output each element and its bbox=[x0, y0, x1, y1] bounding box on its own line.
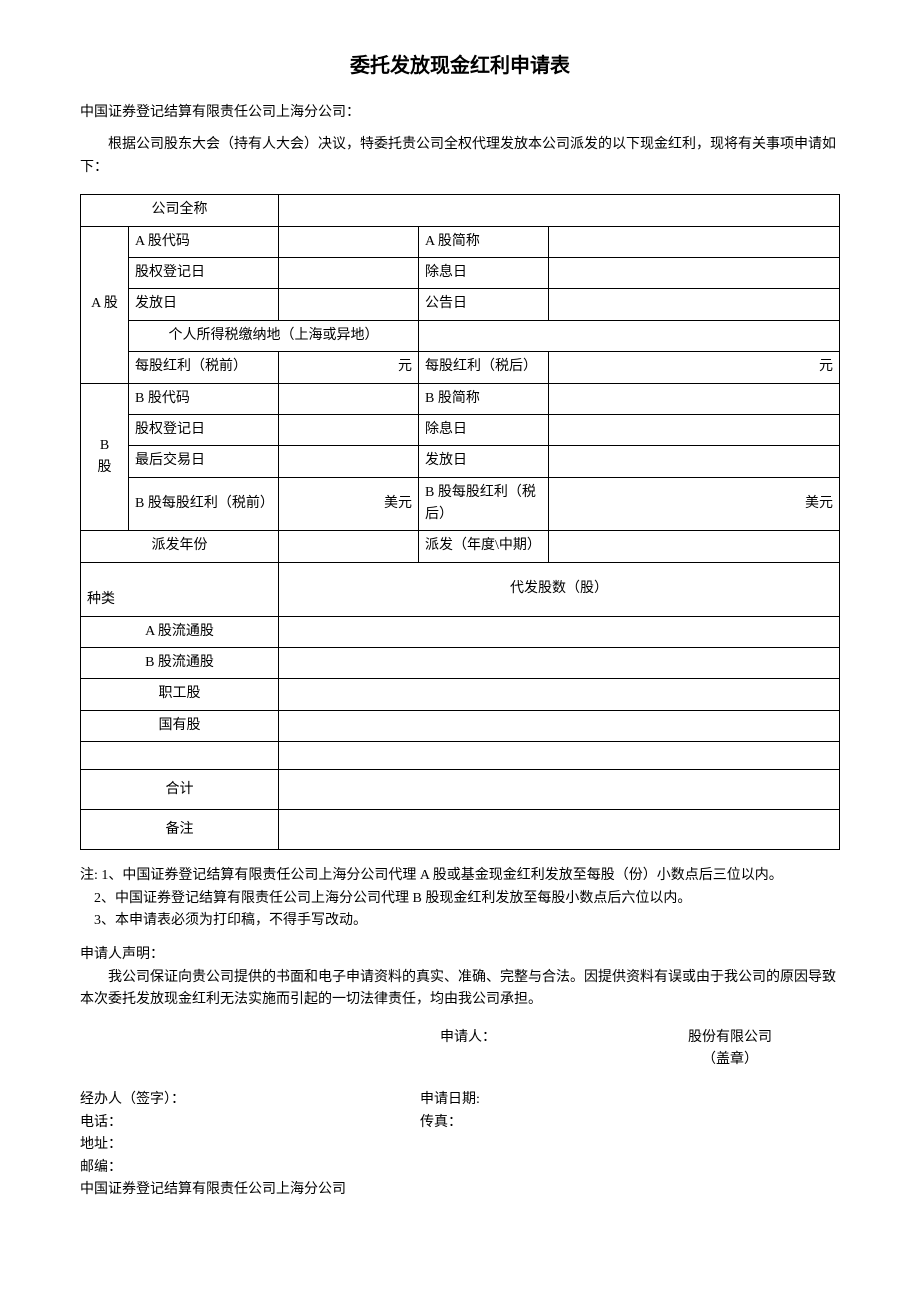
declaration-body: 我公司保证向贵公司提供的书面和电子申请资料的真实、准确、完整与合法。因提供资料有… bbox=[80, 967, 840, 1012]
company-name-value bbox=[279, 195, 840, 226]
row-total-label: 合计 bbox=[81, 770, 279, 810]
intro-paragraph: 根据公司股东大会（持有人大会）决议，特委托贵公司全权代理发放本公司派发的以下现金… bbox=[80, 134, 840, 179]
tax-loc-label: 个人所得税缴纳地（上海或异地） bbox=[129, 320, 419, 351]
row-staff-label: 职工股 bbox=[81, 679, 279, 710]
dist-period-label: 派发（年度\中期） bbox=[419, 531, 549, 562]
row-state-value bbox=[279, 710, 840, 741]
fax-label: 传真： bbox=[420, 1112, 840, 1134]
tax-loc-value bbox=[419, 320, 840, 351]
signature-row: 申请人： 股份有限公司 （盖章） bbox=[80, 1027, 840, 1072]
b-short-value bbox=[549, 383, 840, 414]
b-reg-date-label: 股权登记日 bbox=[129, 414, 279, 445]
address-label: 地址： bbox=[80, 1134, 420, 1156]
addressee: 中国证券登记结算有限责任公司上海分公司： bbox=[80, 102, 840, 124]
postcode-label: 邮编： bbox=[80, 1157, 420, 1179]
b-ex-date-label: 除息日 bbox=[419, 414, 549, 445]
note-1: 注: 1、中国证券登记结算有限责任公司上海分公司代理 A 股或基金现金红利发放至… bbox=[80, 865, 840, 887]
apply-date-label: 申请日期: bbox=[420, 1089, 840, 1111]
a-div-post-label: 每股红利（税后） bbox=[419, 352, 549, 383]
note-2: 2、中国证券登记结算有限责任公司上海分公司代理 B 股现金红利发放至每股小数点后… bbox=[80, 888, 840, 910]
a-announce-date-value bbox=[549, 289, 840, 320]
shares-header: 代发股数（股） bbox=[279, 562, 840, 616]
b-div-pre-unit: 美元 bbox=[279, 477, 419, 531]
a-reg-date-label: 股权登记日 bbox=[129, 257, 279, 288]
a-div-pre-label: 每股红利（税前） bbox=[129, 352, 279, 383]
a-ex-date-label: 除息日 bbox=[419, 257, 549, 288]
a-code-label: A 股代码 bbox=[129, 226, 279, 257]
phone-label: 电话： bbox=[80, 1112, 420, 1134]
b-last-trade-label: 最后交易日 bbox=[129, 446, 279, 477]
row-b-circ-value bbox=[279, 648, 840, 679]
a-pay-date-label: 发放日 bbox=[129, 289, 279, 320]
b-div-pre-label: B 股每股红利（税前） bbox=[129, 477, 279, 531]
a-div-pre-unit: 元 bbox=[279, 352, 419, 383]
b-pay-date-label: 发放日 bbox=[419, 446, 549, 477]
row-a-circ-label: A 股流通股 bbox=[81, 616, 279, 647]
row-total-value bbox=[279, 770, 840, 810]
b-code-label: B 股代码 bbox=[129, 383, 279, 414]
dist-year-value bbox=[279, 531, 419, 562]
a-short-label: A 股简称 bbox=[419, 226, 549, 257]
b-div-post-unit: 美元 bbox=[549, 477, 840, 531]
b-section-label: B 股 bbox=[81, 383, 129, 531]
company-suffix: 股份有限公司 bbox=[620, 1027, 840, 1049]
b-pay-date-value bbox=[549, 446, 840, 477]
dist-period-value bbox=[549, 531, 840, 562]
a-reg-date-value bbox=[279, 257, 419, 288]
a-pay-date-value bbox=[279, 289, 419, 320]
application-table: 公司全称 A 股 A 股代码 A 股简称 股权登记日 除息日 发放日 公告日 个… bbox=[80, 194, 840, 850]
document-title: 委托发放现金红利申请表 bbox=[80, 50, 840, 82]
seal-label: （盖章） bbox=[620, 1049, 840, 1071]
a-short-value bbox=[549, 226, 840, 257]
a-code-value bbox=[279, 226, 419, 257]
handler-label: 经办人（签字）： bbox=[80, 1089, 420, 1111]
applicant-label: 申请人： bbox=[440, 1027, 620, 1072]
dist-year-label: 派发年份 bbox=[81, 531, 279, 562]
row-state-label: 国有股 bbox=[81, 710, 279, 741]
a-div-post-unit: 元 bbox=[549, 352, 840, 383]
b-short-label: B 股简称 bbox=[419, 383, 549, 414]
b-last-trade-value bbox=[279, 446, 419, 477]
category-label: 种类 bbox=[81, 562, 279, 616]
notes-section: 注: 1、中国证券登记结算有限责任公司上海分公司代理 A 股或基金现金红利发放至… bbox=[80, 865, 840, 932]
row-blank-value bbox=[279, 742, 840, 770]
row-remark-label: 备注 bbox=[81, 810, 279, 850]
row-b-circ-label: B 股流通股 bbox=[81, 648, 279, 679]
b-reg-date-value bbox=[279, 414, 419, 445]
company-name-label: 公司全称 bbox=[81, 195, 279, 226]
b-code-value bbox=[279, 383, 419, 414]
declaration-title: 申请人声明： bbox=[80, 944, 840, 966]
a-section-label: A 股 bbox=[81, 226, 129, 383]
b-ex-date-value bbox=[549, 414, 840, 445]
row-staff-value bbox=[279, 679, 840, 710]
a-announce-date-label: 公告日 bbox=[419, 289, 549, 320]
note-3: 3、本申请表必须为打印稿，不得手写改动。 bbox=[80, 910, 840, 932]
footer-fields: 经办人（签字）： 申请日期: 电话： 传真： 地址： 邮编： 中国证券登记结算有… bbox=[80, 1089, 840, 1201]
row-blank-label bbox=[81, 742, 279, 770]
a-ex-date-value bbox=[549, 257, 840, 288]
b-div-post-label: B 股每股红利（税后） bbox=[419, 477, 549, 531]
row-a-circ-value bbox=[279, 616, 840, 647]
row-remark-value bbox=[279, 810, 840, 850]
org-name: 中国证券登记结算有限责任公司上海分公司 bbox=[80, 1179, 346, 1201]
